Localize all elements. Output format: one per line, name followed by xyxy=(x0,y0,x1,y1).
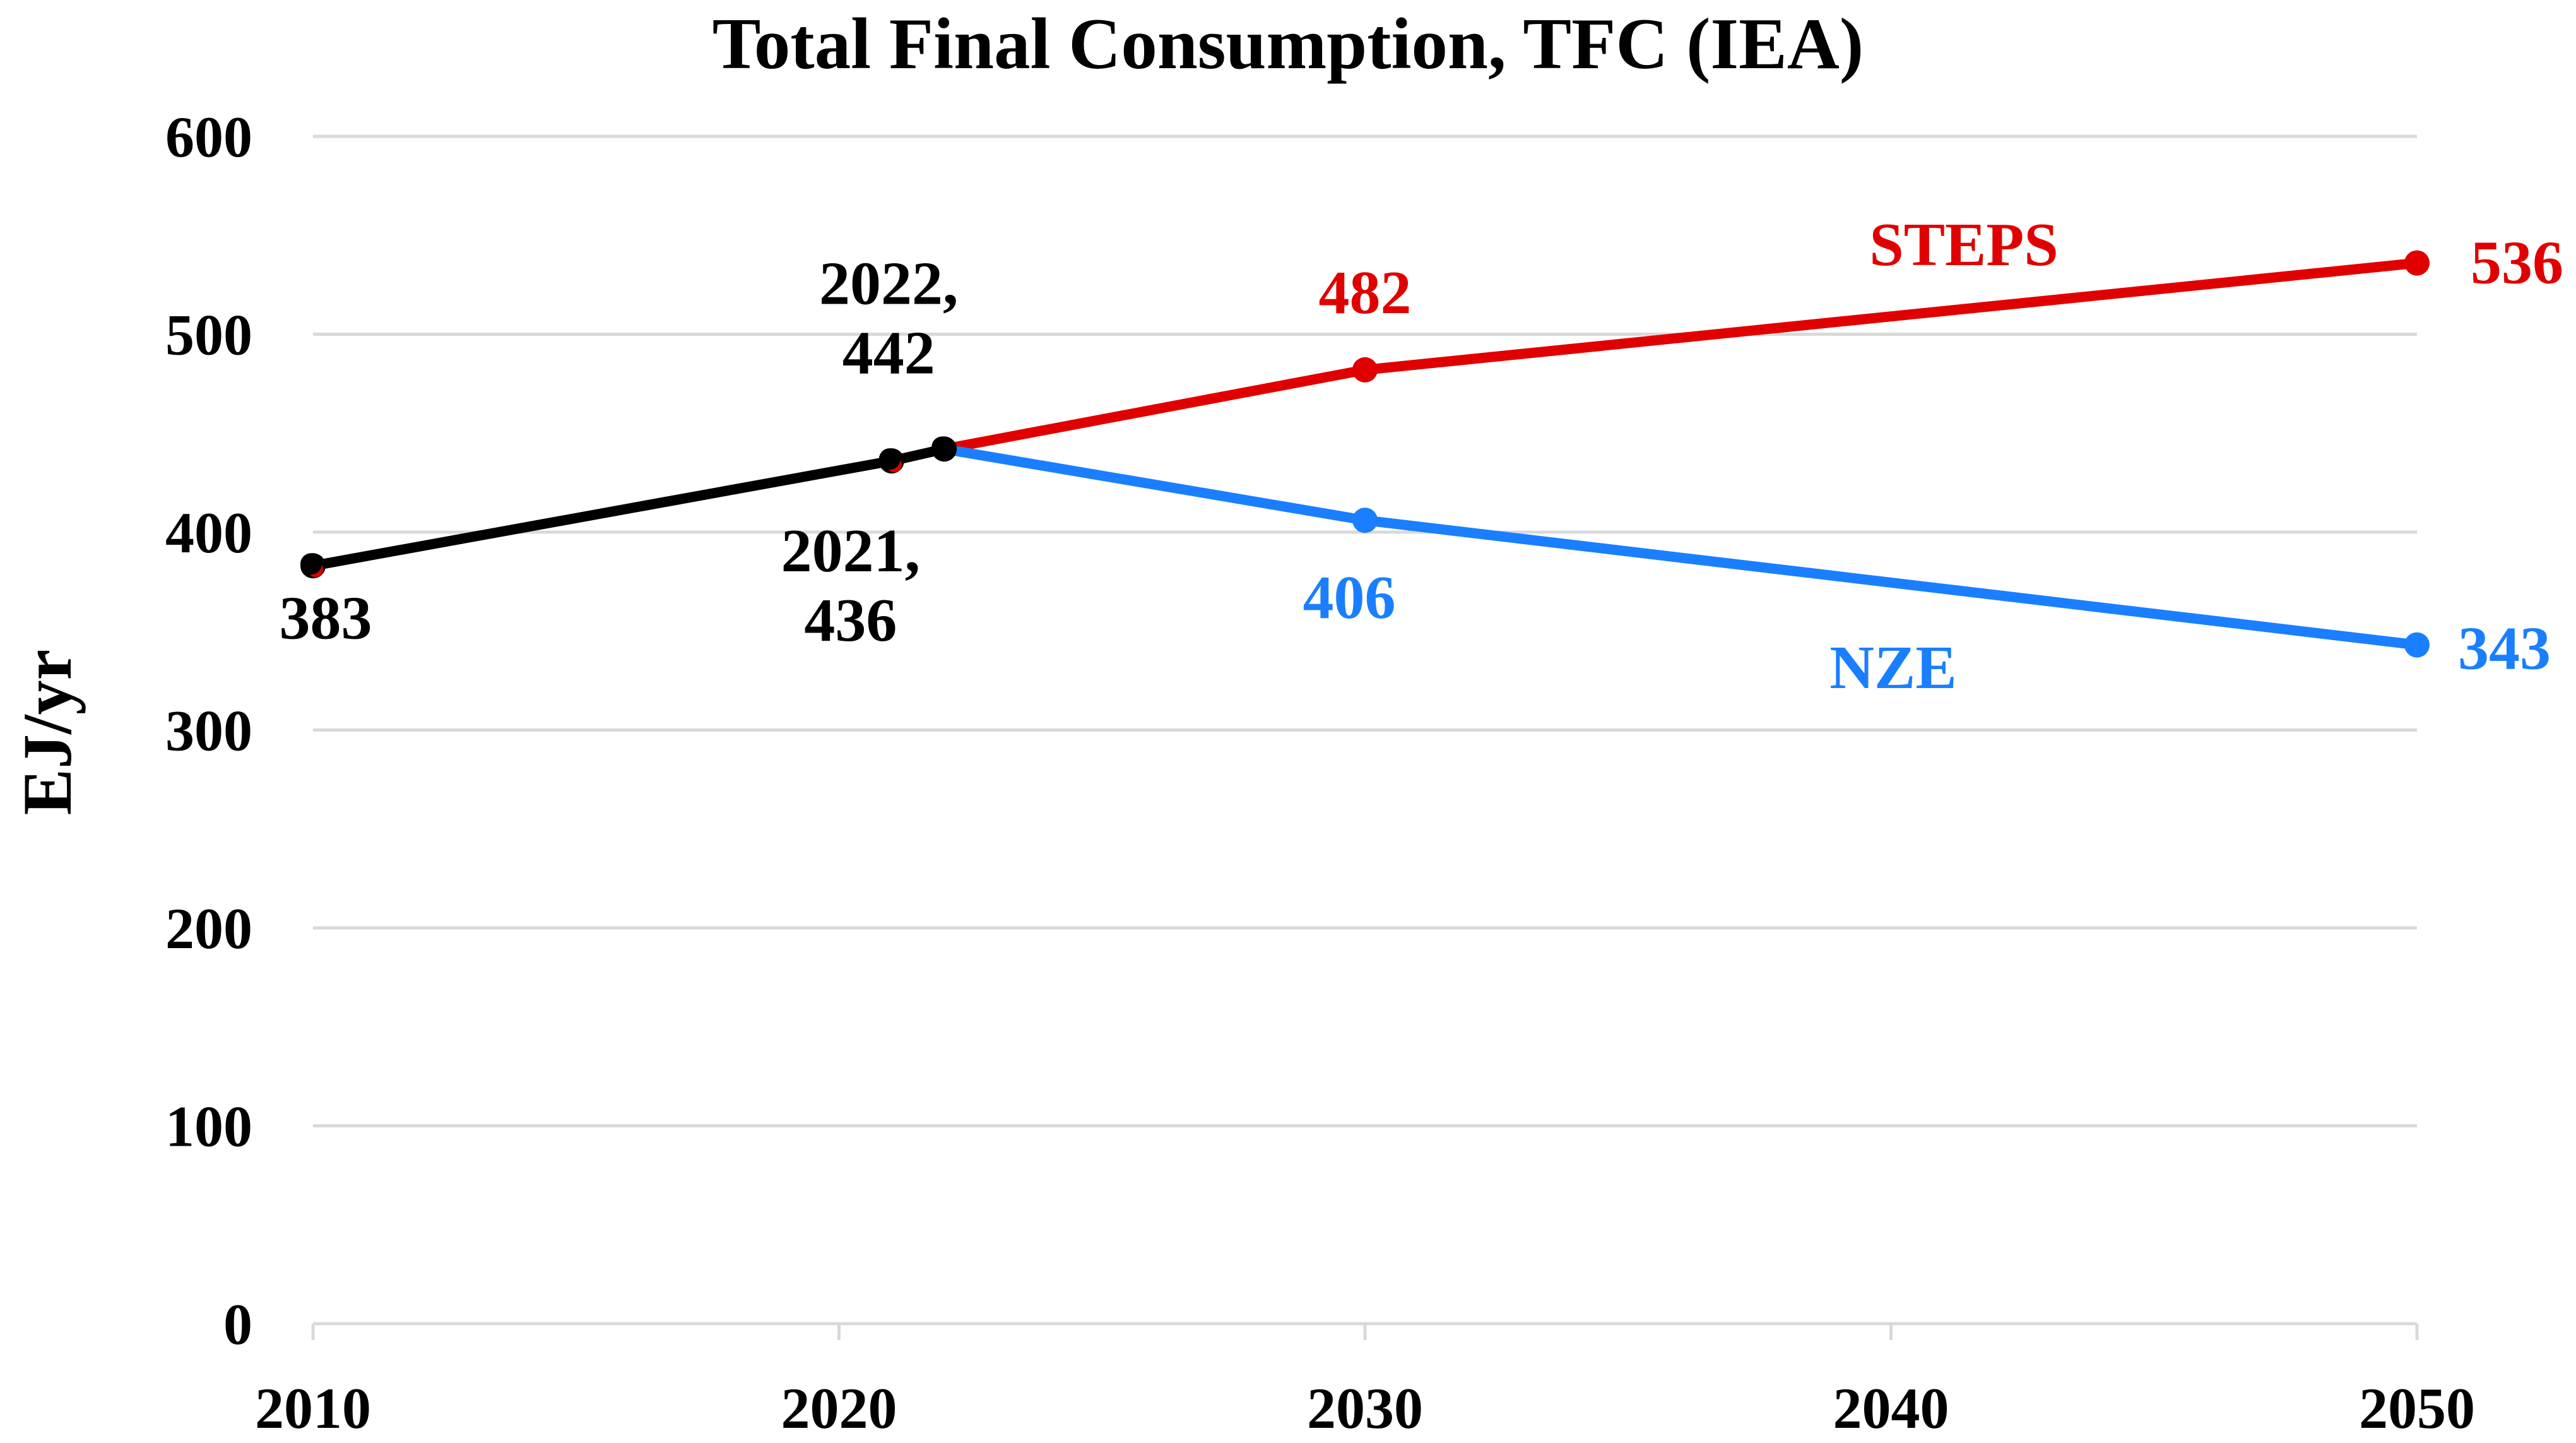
y-tick-label: 500 xyxy=(165,303,252,367)
x-tick-label: 2050 xyxy=(2359,1376,2475,1440)
data-label-nze-2030: 406 xyxy=(1303,564,1396,632)
data-label-steps-2030: 482 xyxy=(1319,259,1412,327)
y-tick-label: 100 xyxy=(165,1095,252,1159)
series-name-nze: NZE xyxy=(1829,634,1957,702)
y-tick-label: 200 xyxy=(165,896,252,961)
y-tick-label: 0 xyxy=(223,1292,252,1357)
x-tick-label: 2020 xyxy=(781,1376,897,1440)
marker-historical-2022 xyxy=(931,436,954,458)
marker-nze-2050 xyxy=(2404,632,2430,658)
series-name-steps: STEPS xyxy=(1869,211,2059,279)
data-markers xyxy=(300,250,2430,658)
y-tick-label: 600 xyxy=(165,105,252,169)
x-axis xyxy=(311,1322,2419,1340)
data-label-historical-2010: 383 xyxy=(280,584,372,652)
marker-historical-2021 xyxy=(878,448,901,470)
data-label-steps-2050: 536 xyxy=(2471,229,2563,297)
marker-steps-2050 xyxy=(2404,250,2430,276)
series-line-steps xyxy=(939,258,2422,454)
x-tick-label: 2030 xyxy=(1307,1376,1423,1440)
gridlines xyxy=(313,134,2417,1127)
data-label-nze-2050: 343 xyxy=(2458,615,2551,683)
marker-steps-2030 xyxy=(1352,357,1378,383)
marker-historical-2010 xyxy=(300,553,322,575)
y-tick-label: 300 xyxy=(165,699,252,763)
tick-labels: 0 100 200 300 400 500 600 2010 2020 2030 2040 2050 xyxy=(165,105,2475,1440)
x-tick-label: 2010 xyxy=(255,1376,371,1440)
chart-title: Total Final Consumption, TFC (IEA) xyxy=(712,4,1864,84)
data-labels: 383 2021, 436 2022, 442 482 536 406 343 STEPS NZE xyxy=(280,211,2564,702)
y-tick-label: 400 xyxy=(165,501,252,565)
y-axis-label: EJ/yr xyxy=(9,650,86,816)
series-line-nze xyxy=(939,444,2422,650)
data-label-historical-2022: 2022, 442 xyxy=(819,249,959,387)
x-tick-label: 2040 xyxy=(1833,1376,1949,1440)
data-label-historical-2021: 2021, 436 xyxy=(781,517,921,655)
marker-nze-2030 xyxy=(1352,508,1378,533)
